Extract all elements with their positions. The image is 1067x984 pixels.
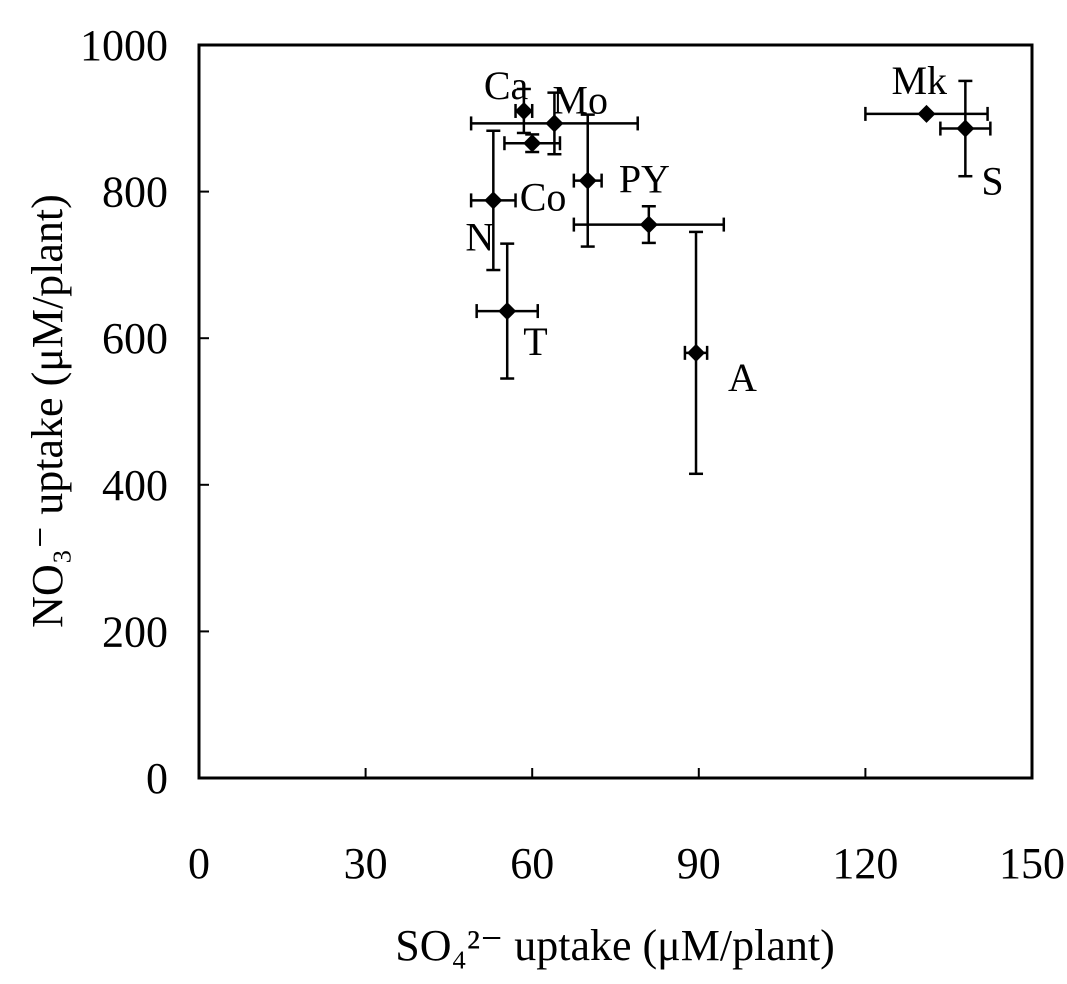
point-label: S [981, 159, 1003, 204]
y-tick-label: 200 [102, 607, 168, 656]
data-point-marker [639, 215, 658, 234]
y-tick-label: 400 [102, 461, 168, 510]
y-tick-label: 1000 [80, 21, 168, 70]
plot-frame [197, 43, 1034, 780]
data-point-marker [498, 302, 517, 321]
point-labels: Ca Mo N Co PY T A Mk S [465, 58, 1003, 400]
x-tick-label: 60 [510, 839, 554, 888]
data-point-marker [687, 343, 706, 362]
point-label: T [523, 319, 547, 364]
y-tick-label: 0 [146, 754, 168, 803]
x-tick-label: 30 [344, 839, 388, 888]
x-tick-label: 0 [188, 839, 210, 888]
point-label: PY [619, 157, 670, 202]
point-label: Mo [552, 77, 608, 122]
x-tick-label: 120 [832, 839, 898, 888]
data-point-marker [514, 101, 533, 120]
point-label: Ca [484, 63, 529, 108]
point-label: Co [520, 175, 567, 220]
data-point-marker [917, 104, 936, 123]
error-bars [469, 79, 992, 476]
point-label: N [465, 214, 494, 259]
axis-ticks: 0 30 60 90 120 150 0 200 400 600 800 1000 [80, 21, 1065, 888]
data-point-marker [484, 191, 503, 210]
data-point-marker [578, 171, 597, 190]
data-point-marker [545, 114, 564, 133]
x-axis-title: SO₄²⁻ uptake (μM/plant) [395, 921, 835, 970]
y-tick-label: 600 [102, 314, 168, 363]
data-point-marker [523, 134, 542, 153]
data-point-marker [956, 119, 975, 138]
x-tick-label: 150 [999, 839, 1065, 888]
x-tick-label: 90 [677, 839, 721, 888]
point-label: Mk [891, 58, 947, 103]
y-axis-title: NO₃⁻ uptake (μM/plant) [23, 194, 72, 628]
point-label: A [728, 355, 757, 400]
y-tick-label: 800 [102, 168, 168, 217]
data-points [484, 101, 975, 362]
